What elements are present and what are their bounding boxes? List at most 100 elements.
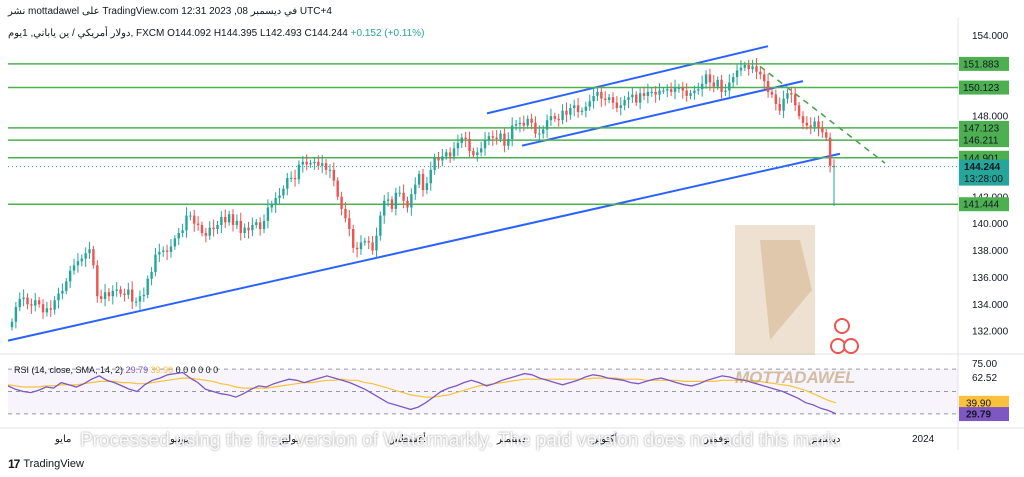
candle — [592, 95, 595, 102]
candle — [417, 173, 421, 185]
candle — [615, 102, 619, 109]
us-flag-event-icon — [834, 318, 850, 334]
channel-lower — [521, 80, 804, 147]
candle — [320, 163, 324, 166]
candle — [646, 91, 650, 96]
candle — [421, 173, 425, 191]
candle — [57, 293, 60, 301]
mottadawel-logo-arrow — [760, 240, 812, 340]
candle — [169, 246, 173, 252]
candle — [809, 125, 812, 127]
candle — [476, 152, 479, 156]
level-tag-label: 150.123 — [963, 83, 1000, 94]
candle — [258, 222, 262, 230]
candle — [49, 308, 52, 310]
rsi-legend[interactable]: RSI (14, close, SMA, 14, 2) 29.79 39.90 … — [14, 365, 218, 375]
candle — [755, 66, 758, 72]
candle — [821, 128, 824, 133]
trendline-main — [7, 152, 841, 342]
candle — [510, 125, 514, 139]
level-tag-label: 146.211 — [963, 136, 999, 147]
candle — [549, 116, 553, 121]
candle — [65, 281, 68, 291]
candle — [76, 261, 80, 266]
candle — [371, 242, 374, 251]
dashed-trendline — [759, 65, 886, 164]
tradingview-logo[interactable]: 17 TradingView — [8, 457, 84, 471]
candle — [456, 142, 460, 149]
candle — [127, 289, 130, 295]
candle — [514, 124, 518, 126]
mottadawel-logo-shape — [735, 225, 815, 355]
candle — [61, 290, 64, 294]
candle — [45, 308, 49, 313]
candle — [503, 133, 506, 146]
candle — [580, 110, 584, 113]
last-price-tag — [959, 159, 1009, 186]
time-axis-label: أكتوبر — [592, 432, 617, 445]
candle — [282, 188, 285, 196]
symbol-name[interactable]: دولار أمريكي / ين ياباني, 1يوم, FXCM — [8, 28, 165, 39]
candle — [72, 265, 76, 271]
candle — [689, 93, 692, 96]
candle — [487, 136, 491, 141]
rsi-ma-tag — [959, 395, 1009, 410]
candle — [34, 300, 37, 306]
candle — [495, 137, 498, 139]
candle — [588, 101, 591, 107]
price-tick-label: 138.000 — [972, 246, 1009, 257]
level-tag — [959, 197, 1009, 212]
candle — [677, 87, 681, 89]
candle — [107, 292, 111, 297]
candle — [437, 157, 440, 161]
us-flag-event-icon — [843, 338, 859, 354]
candle — [720, 79, 723, 92]
candle — [623, 99, 626, 106]
candle — [297, 164, 301, 180]
candle — [794, 94, 797, 106]
price-tick-label: 154.000 — [972, 31, 1009, 42]
tradingview-logo-icon: 17 — [8, 457, 20, 471]
time-axis-label: أغسطس — [388, 432, 426, 445]
candle — [216, 224, 219, 230]
candle — [103, 292, 107, 299]
candle — [479, 148, 483, 153]
candle — [274, 198, 277, 205]
mottadawel-watermark: MOTTADAWEL — [735, 368, 856, 387]
candle — [30, 304, 33, 306]
time-axis-label: يونيو — [169, 434, 189, 445]
candle — [289, 177, 293, 179]
price-tick-label: 136.000 — [972, 273, 1009, 284]
candle — [739, 67, 743, 71]
candle — [10, 321, 14, 328]
candle — [460, 137, 463, 143]
candle — [786, 93, 789, 99]
candle — [231, 214, 235, 225]
candle — [173, 238, 177, 247]
candle — [88, 249, 91, 254]
candle — [619, 105, 622, 109]
level-tag — [959, 80, 1009, 95]
candle — [704, 74, 708, 84]
candle — [472, 151, 475, 156]
candle — [743, 65, 747, 68]
candle — [600, 91, 603, 99]
candle — [669, 89, 673, 92]
candle — [14, 306, 18, 322]
level-tag-label: 141.444 — [963, 200, 1000, 211]
candle — [650, 91, 653, 93]
candle — [309, 163, 312, 165]
price-tick-label: 132.000 — [972, 327, 1009, 338]
candle — [200, 224, 204, 234]
candle — [324, 163, 328, 170]
candle — [386, 199, 390, 201]
candle — [138, 296, 142, 302]
candle — [406, 200, 409, 208]
candle — [735, 70, 739, 78]
candle — [429, 169, 432, 184]
candle — [383, 200, 386, 216]
candle — [468, 138, 471, 152]
candle — [196, 223, 200, 225]
candle — [317, 161, 320, 166]
